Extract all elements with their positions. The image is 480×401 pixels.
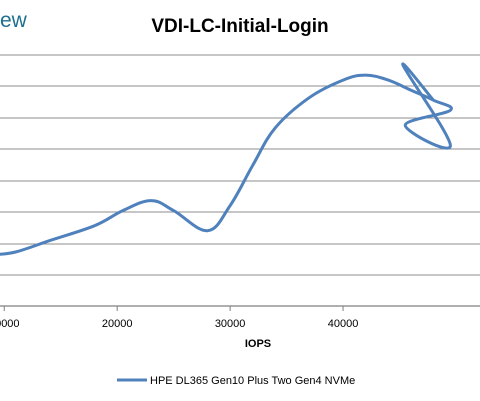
x-tick-label: 40000 (328, 318, 359, 330)
legend: HPE DL365 Gen10 Plus Two Gen4 NVMe (117, 375, 355, 387)
chart-title: VDI-LC-Initial-Login (151, 16, 328, 37)
series-line (0, 62, 453, 256)
gridlines (0, 54, 480, 307)
x-tick-label: 30000 (215, 318, 246, 330)
x-axis-ticks: 10000 20000 30000 40000 (0, 306, 358, 330)
legend-label: HPE DL365 Gen10 Plus Two Gen4 NVMe (150, 375, 355, 387)
logo-text: ew (0, 9, 28, 32)
x-tick-label: 10000 (0, 318, 20, 330)
x-tick-label: 20000 (102, 318, 133, 330)
x-axis-title: IOPS (245, 338, 271, 350)
plot-area (0, 62, 453, 256)
